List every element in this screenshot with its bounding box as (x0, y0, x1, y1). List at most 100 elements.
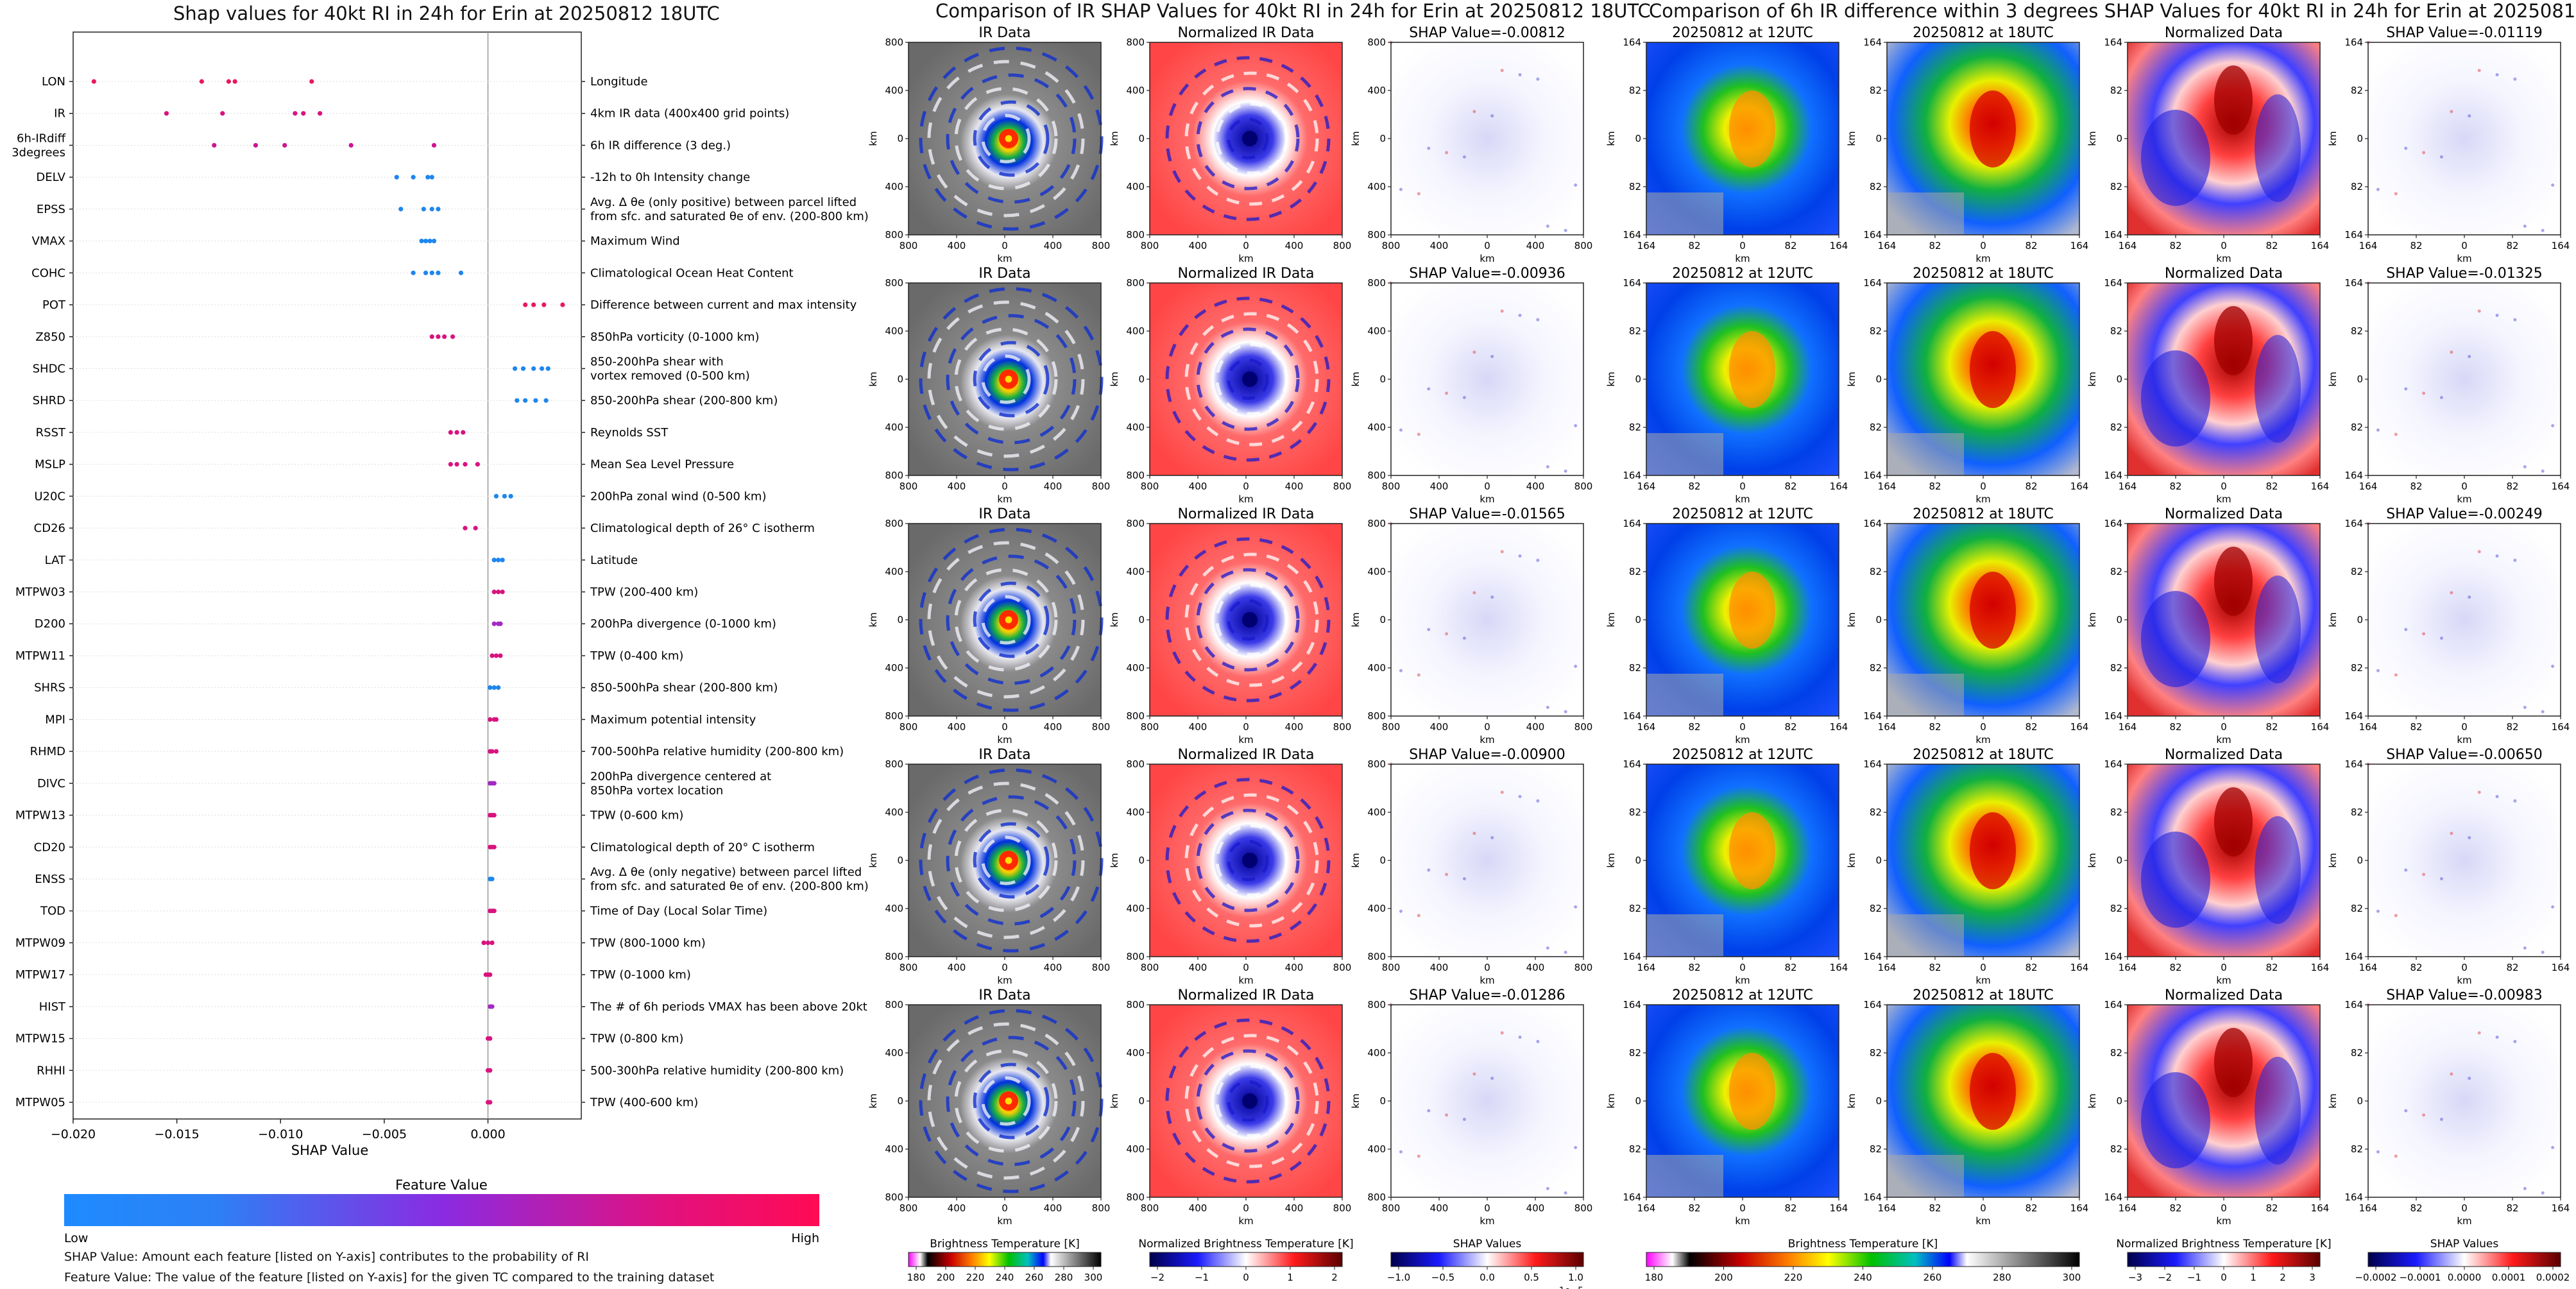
xtick-label: 82 (1929, 721, 1941, 733)
colorbar-tick-label: −1.0 (1387, 1272, 1410, 1283)
ytick-label: 400 (1126, 85, 1145, 96)
colorbar-label: Brightness Temperature [K] (930, 1238, 1079, 1251)
shap-speck (1536, 1039, 1540, 1043)
irdiff-comparison-title: Comparison of 6h IR difference within 3 … (1649, 0, 2576, 22)
ytick-label: 800 (885, 37, 903, 48)
shap-speck (2422, 1113, 2426, 1117)
feature-description-label: Climatological Ocean Heat Content (590, 266, 794, 280)
x-axis-label: km (1238, 493, 1253, 505)
ytick-label: 0 (2116, 1095, 2122, 1107)
xtick-label: 0 (1980, 1202, 1986, 1214)
positive-core (2214, 1028, 2253, 1097)
clear-region (1646, 674, 1723, 716)
x-axis-label: km (997, 253, 1012, 264)
x-axis-label: km (1480, 493, 1494, 505)
storm-core (1242, 853, 1258, 868)
ytick-label: 0 (1875, 1095, 1882, 1107)
shap-speck (2513, 77, 2517, 81)
xtick-label: 0 (1243, 481, 1249, 492)
xtick-label: 164 (2552, 721, 2570, 733)
panel-title: 20250812 at 12UTC (1672, 506, 1813, 522)
shap-speck (1427, 868, 1431, 872)
xtick-label: 164 (2119, 1202, 2137, 1214)
y-axis-label: km (2327, 131, 2339, 146)
xtick-label: 400 (1189, 721, 1207, 733)
shap-speck (1427, 1109, 1431, 1113)
shap-speck (1536, 318, 1540, 321)
cloud-band (1227, 358, 1269, 400)
feature-description-label: 850hPa vortex location (590, 784, 723, 798)
panel-title: IR Data (978, 747, 1030, 763)
feature-description-label: TPW (0-600 km) (590, 809, 683, 823)
ytick-label: 0 (1635, 133, 1641, 144)
y-axis-label: km (1605, 1093, 1617, 1108)
cloud-band (973, 581, 1050, 658)
shap-speck (1472, 350, 1476, 354)
colorbar-tick-label: 0.5 (1524, 1272, 1539, 1283)
y-axis-label: km (1846, 853, 1857, 867)
cloud-band (1165, 778, 1331, 943)
cloud-band (954, 327, 1058, 431)
shap-speck (2376, 669, 2380, 672)
xtick-label: 82 (2410, 240, 2422, 252)
cloud-band (1184, 552, 1319, 687)
ytick-label: 164 (1623, 999, 1641, 1011)
shap-point (508, 493, 513, 499)
cloud-band (1184, 1034, 1319, 1168)
xtick-label: 82 (1929, 962, 1941, 973)
xtick-label: 164 (1637, 962, 1656, 973)
cloud-band (954, 87, 1058, 191)
shap-speck (1462, 877, 1466, 881)
y-axis-label: km (2086, 131, 2098, 146)
shap-speck (1564, 228, 1567, 232)
xtick-label: 400 (1285, 481, 1304, 492)
ytick-label: 0 (1875, 373, 1882, 385)
ytick-label: 800 (1126, 470, 1145, 481)
clear-region (1887, 674, 1964, 716)
ytick-label: 400 (885, 325, 903, 337)
xtick-label: 82 (2506, 962, 2518, 973)
deep-convection (1970, 90, 2016, 167)
xtick-label: 800 (1574, 481, 1593, 492)
cloud-band (981, 595, 1031, 645)
xtick-label: 0 (1484, 1202, 1490, 1214)
panel-title: 20250812 at 18UTC (1913, 266, 2054, 282)
ytick-label: 164 (2344, 518, 2363, 529)
shap-speck (1500, 309, 1504, 313)
cloud-band (973, 822, 1050, 899)
positive-core (2214, 547, 2253, 616)
shap-panel-title: SHAP Value=-0.00812 (1409, 25, 1565, 41)
shap-speck (2541, 950, 2545, 954)
ytick-label: 800 (1367, 277, 1386, 289)
shap-point (523, 302, 528, 307)
xtick-label: 164 (2552, 481, 2570, 492)
xtick-label: 0 (1484, 240, 1490, 252)
shap-panel-title: SHAP Value=-0.01286 (1409, 987, 1565, 1003)
x-axis-label: km (1975, 734, 1990, 746)
xtick-label: 82 (1929, 1202, 1941, 1214)
cloud-band (946, 1036, 1077, 1166)
positive-core (2214, 306, 2253, 375)
colorbar-label: Normalized Brightness Temperature [K] (2116, 1238, 2331, 1251)
colorbar-tick-label: 280 (1993, 1272, 2011, 1283)
ytick-label: 82 (2110, 807, 2122, 818)
colorbar-tick-label: 2 (1331, 1272, 1338, 1283)
feature-description-label: vortex removed (0-500 km) (590, 369, 750, 382)
feature-description-label: Difference between current and max inten… (590, 298, 857, 312)
shap-speck (2404, 627, 2408, 631)
colorbar (2127, 1252, 2321, 1267)
shap-point (490, 940, 495, 946)
xtick-label: 0 (1243, 240, 1249, 252)
xtick-label: 0 (1739, 962, 1746, 973)
shap-speck (1417, 673, 1420, 677)
ytick-label: 82 (2110, 325, 2122, 337)
xtick-label: 0 (1739, 1202, 1746, 1214)
shap-point (419, 238, 424, 244)
ytick-label: 0 (2116, 373, 2122, 385)
xtick-label: 164 (2359, 1202, 2378, 1214)
shap-speck (1417, 432, 1420, 436)
feature-description-label: 850-200hPa shear with (590, 355, 724, 368)
panel-title: Normalized Data (2165, 506, 2283, 522)
shap-speck (2450, 1072, 2453, 1076)
ytick-label: 82 (1629, 85, 1641, 96)
